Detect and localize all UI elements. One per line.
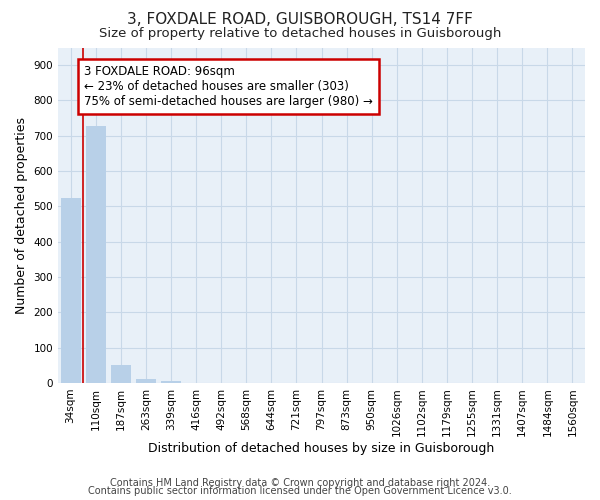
Bar [161, 382, 181, 383]
Bar [136, 379, 156, 383]
Text: Contains HM Land Registry data © Crown copyright and database right 2024.: Contains HM Land Registry data © Crown c… [110, 478, 490, 488]
Text: Contains public sector information licensed under the Open Government Licence v3: Contains public sector information licen… [88, 486, 512, 496]
Bar [61, 198, 80, 383]
Text: 3 FOXDALE ROAD: 96sqm
← 23% of detached houses are smaller (303)
75% of semi-det: 3 FOXDALE ROAD: 96sqm ← 23% of detached … [85, 65, 373, 108]
X-axis label: Distribution of detached houses by size in Guisborough: Distribution of detached houses by size … [148, 442, 494, 455]
Y-axis label: Number of detached properties: Number of detached properties [15, 116, 28, 314]
Text: Size of property relative to detached houses in Guisborough: Size of property relative to detached ho… [99, 28, 501, 40]
Text: 3, FOXDALE ROAD, GUISBOROUGH, TS14 7FF: 3, FOXDALE ROAD, GUISBOROUGH, TS14 7FF [127, 12, 473, 28]
Bar [86, 126, 106, 383]
Bar [111, 365, 131, 383]
